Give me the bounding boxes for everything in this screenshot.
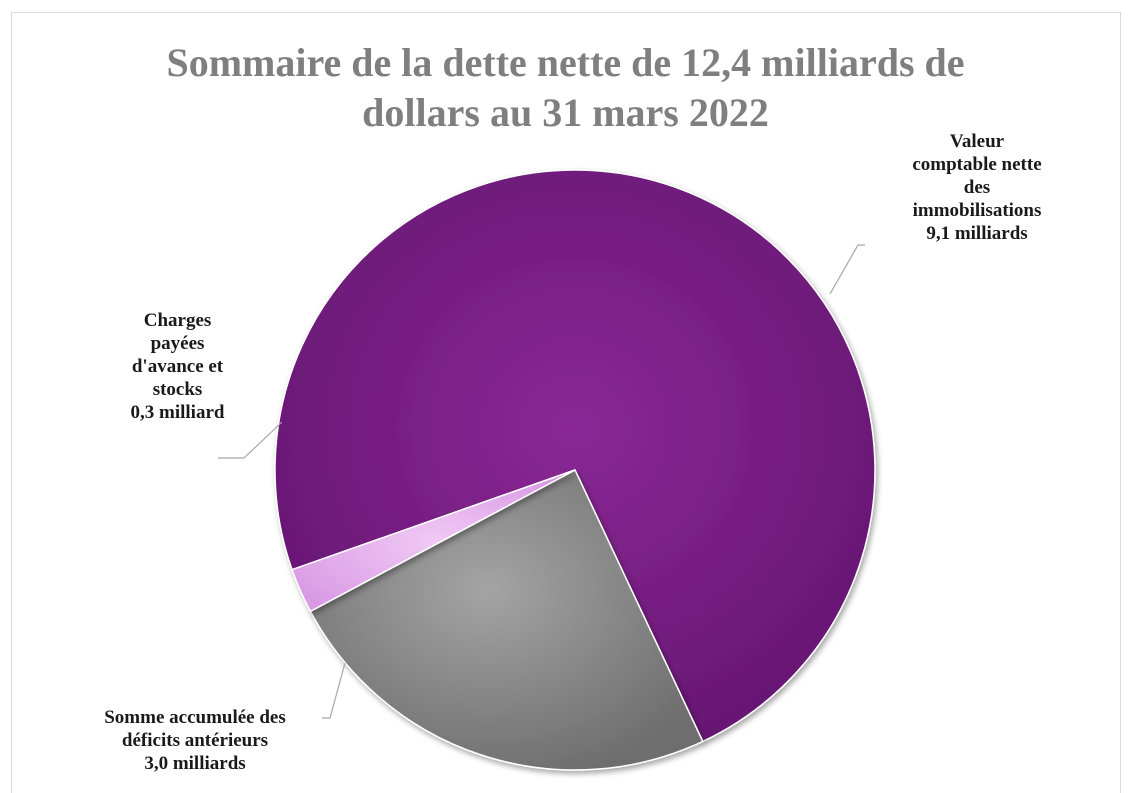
data-label-line: payées (150, 333, 205, 354)
data-label-line: déficits antérieurs (121, 730, 269, 751)
data-label-value: 3,0 milliards (144, 753, 246, 774)
data-label-line: stocks (152, 379, 203, 400)
leader-lines (218, 244, 865, 719)
data-label-line: Charges (143, 310, 212, 331)
pie-slices (274, 169, 876, 771)
data-label-immobilisations: Valeur comptable nette des immobilisatio… (862, 130, 1092, 245)
chart-frame (11, 12, 1121, 793)
data-label-line: comptable nette (912, 154, 1042, 175)
data-label-value: 0,3 milliard (130, 402, 225, 423)
pie-slice-immobilisations (274, 169, 876, 743)
data-label-line: Valeur (949, 131, 1005, 152)
data-label-line: des (963, 177, 991, 198)
data-label-value: 9,1 milliards (926, 223, 1028, 244)
leader-line-charges (218, 421, 283, 459)
pie-slice-deficits (309, 468, 704, 771)
chart-title-line-1: Sommaire de la dette nette de 12,4 milli… (166, 40, 965, 85)
data-label-line: Somme accumulée des (104, 707, 286, 728)
chart-title-line-2: dollars au 31 mars 2022 (362, 90, 769, 135)
data-label-line: immobilisations (912, 200, 1042, 221)
data-label-deficits: Somme accumulée des déficits antérieurs … (65, 706, 325, 775)
data-label-line: d'avance et (131, 356, 224, 377)
data-label-charges: Charges payées d'avance et stocks 0,3 mi… (95, 309, 260, 424)
pie-slice-charges (291, 469, 576, 613)
leader-line-deficits (322, 662, 346, 719)
leader-line-immobilisations (829, 244, 865, 295)
